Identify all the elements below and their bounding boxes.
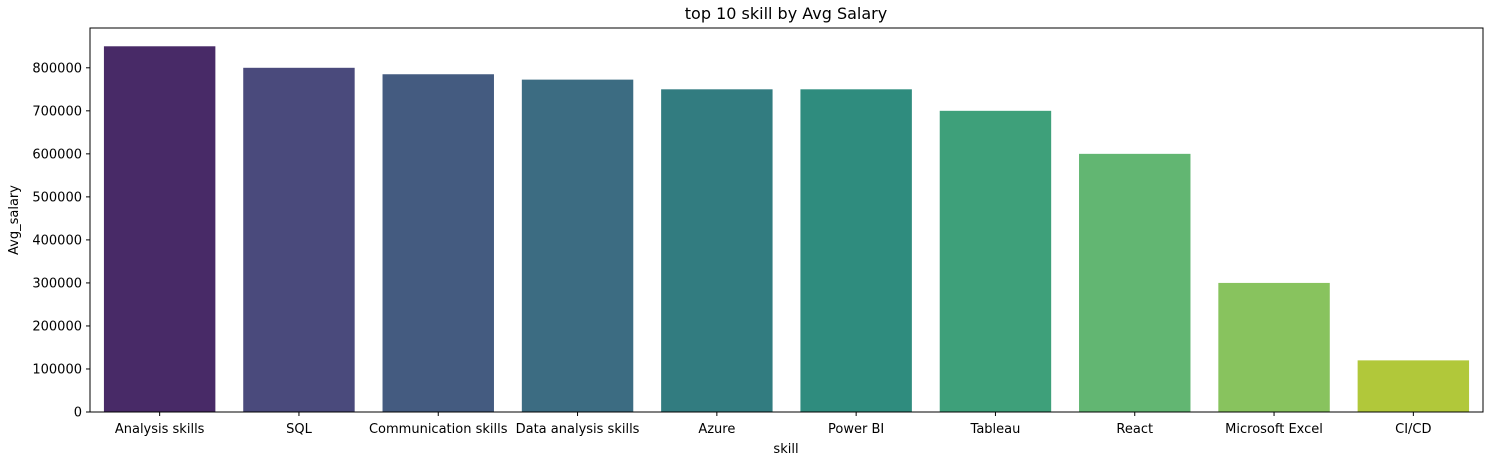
x-axis: Analysis skills SQL Communication skills Da… [115, 412, 1432, 437]
x-tick-label: React [1116, 422, 1153, 437]
x-tick-label: Power BI [828, 422, 884, 437]
chart-title: top 10 skill by Avg Salary [685, 4, 887, 23]
y-tick-label: 800000 [32, 61, 82, 76]
plot-area [89, 27, 1484, 413]
y-tick-label: 400000 [32, 233, 82, 248]
x-tick-label: Communication skills [369, 422, 508, 437]
bar-4 [661, 89, 773, 412]
x-tick-label: Microsoft Excel [1225, 422, 1323, 437]
x-axis-title: skill [773, 442, 798, 457]
x-tick-label: Tableau [970, 422, 1021, 437]
y-tick-label: 0 [74, 406, 82, 421]
x-tick-label: CI/CD [1395, 422, 1431, 437]
x-tick-label: SQL [286, 422, 312, 437]
y-tick-label: 200000 [32, 319, 82, 334]
plot-frame [89, 27, 1484, 413]
bar-6 [939, 110, 1052, 412]
y-axis-title: Avg_salary [7, 185, 22, 255]
y-tick-label: 100000 [32, 362, 82, 377]
y-axis: 0 100000 200000 300000 400000 500000 600000 700… [32, 61, 90, 421]
y-tick-label: 300000 [32, 276, 82, 291]
y-tick-label: 500000 [32, 190, 82, 205]
y-tick-label: 600000 [32, 147, 82, 162]
bar-9 [1357, 360, 1470, 412]
bar-7 [1079, 153, 1191, 412]
x-tick-label: Azure [698, 422, 735, 437]
x-tick-label: Analysis skills [115, 422, 205, 437]
bar-2 [382, 74, 494, 412]
bar-3 [521, 79, 634, 412]
x-tick-label: Data analysis skills [516, 422, 640, 437]
bar-1 [243, 67, 355, 413]
bar-8 [1218, 282, 1330, 412]
bar-0 [103, 46, 216, 412]
bar-5 [800, 89, 912, 412]
y-tick-label: 700000 [32, 104, 82, 119]
